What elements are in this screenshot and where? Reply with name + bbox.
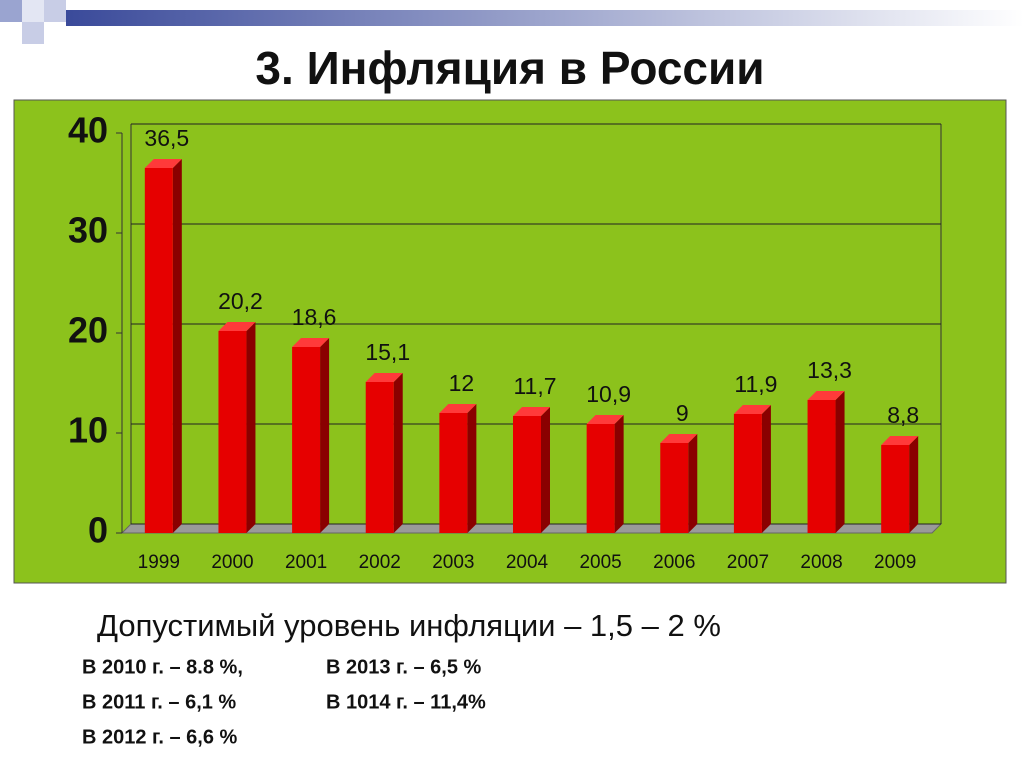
value-label: 12 bbox=[449, 370, 475, 396]
bar-side bbox=[541, 407, 550, 533]
bar bbox=[881, 445, 910, 533]
x-tick-label: 2003 bbox=[432, 552, 474, 573]
value-label: 20,2 bbox=[218, 288, 263, 314]
y-tick-label: 10 bbox=[68, 410, 108, 451]
bar-top bbox=[439, 404, 477, 413]
bar-top bbox=[807, 391, 845, 400]
bar-side bbox=[172, 159, 182, 533]
value-label: 8,8 bbox=[887, 402, 919, 428]
bar bbox=[807, 400, 836, 533]
bar-top bbox=[881, 436, 919, 445]
x-tick-label: 2005 bbox=[579, 552, 621, 573]
bar-top bbox=[144, 159, 182, 168]
value-label: 18,6 bbox=[292, 304, 337, 330]
x-tick-label: 1999 bbox=[138, 552, 180, 573]
decoration bbox=[0, 0, 1024, 44]
bar bbox=[733, 414, 762, 533]
x-tick-label: 2006 bbox=[653, 552, 695, 573]
chart: 0 10 20 30 40 1999 36,5 2000 20,2 2001 18,6 2002 15,… bbox=[68, 110, 943, 573]
bar-top bbox=[586, 415, 624, 424]
value-label: 13,3 bbox=[807, 357, 852, 383]
y-tick-label: 0 bbox=[88, 510, 108, 551]
note: В 2011 г. – 6,1 % bbox=[82, 691, 236, 713]
bar-side bbox=[761, 405, 771, 533]
bar bbox=[586, 424, 615, 533]
bar-side bbox=[320, 338, 330, 533]
note: В 2010 г. – 8.8 %, bbox=[82, 656, 243, 678]
value-label: 36,5 bbox=[144, 125, 189, 151]
value-label: 10,9 bbox=[586, 381, 631, 407]
bar-top bbox=[218, 322, 256, 331]
y-tick-label: 40 bbox=[68, 110, 108, 151]
note: В 2013 г. – 6,5 % bbox=[326, 656, 482, 678]
x-tick-label: 2009 bbox=[874, 552, 916, 573]
bar-top bbox=[733, 405, 771, 414]
bar-side bbox=[835, 391, 845, 533]
x-tick-label: 2007 bbox=[727, 552, 769, 573]
y-tick-label: 20 bbox=[68, 310, 108, 351]
note: В 1014 г. – 11,4% bbox=[326, 691, 486, 713]
value-label: 15,1 bbox=[365, 339, 410, 365]
bar-side bbox=[614, 415, 624, 533]
value-label: 11,7 bbox=[513, 373, 556, 399]
bar bbox=[439, 413, 468, 533]
y-tick-label: 30 bbox=[68, 210, 108, 251]
x-tick-label: 2001 bbox=[285, 552, 327, 573]
bar-side bbox=[467, 404, 477, 533]
x-tick-label: 2000 bbox=[211, 552, 253, 573]
chart-title: 3. Инфляция в России bbox=[255, 42, 764, 94]
bar-side bbox=[688, 434, 698, 533]
x-tick-label: 2002 bbox=[359, 552, 401, 573]
bar-side bbox=[909, 436, 919, 533]
bar-side bbox=[393, 373, 403, 533]
bar-top bbox=[365, 373, 403, 382]
bar bbox=[365, 382, 394, 533]
bar bbox=[660, 443, 689, 533]
bar-top bbox=[513, 407, 550, 416]
bar-side bbox=[246, 322, 256, 533]
bar bbox=[218, 331, 247, 533]
subtitle: Допустимый уровень инфляции – 1,5 – 2 % bbox=[97, 608, 721, 643]
bar-top bbox=[292, 338, 330, 347]
x-tick-label: 2008 bbox=[800, 552, 842, 573]
value-label: 11,9 bbox=[734, 371, 777, 397]
x-tick-label: 2004 bbox=[506, 552, 549, 573]
bar bbox=[292, 347, 321, 533]
value-label: 9 bbox=[676, 400, 689, 426]
bar-top bbox=[660, 434, 698, 443]
note: В 2012 г. – 6,6 % bbox=[82, 726, 238, 748]
bar bbox=[513, 416, 541, 533]
bar bbox=[144, 168, 173, 533]
